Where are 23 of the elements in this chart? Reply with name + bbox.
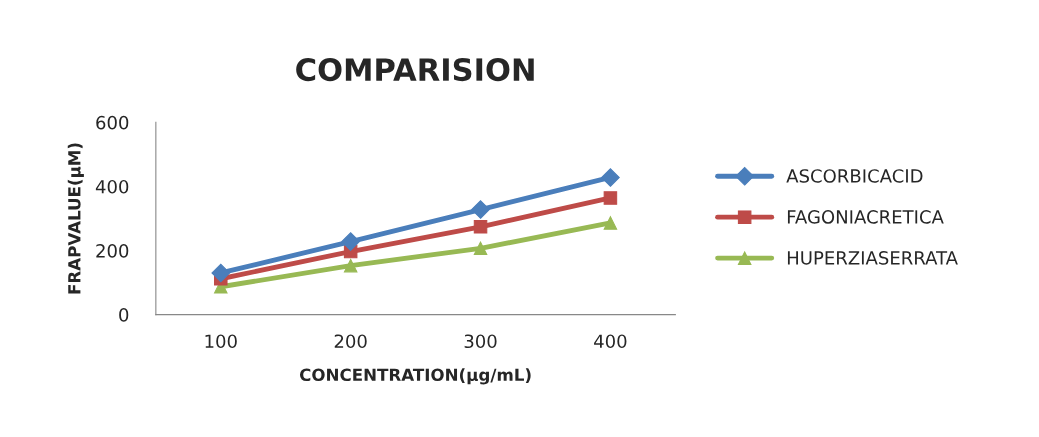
x-tick-label: 300 [464, 334, 497, 349]
x-tick-label: 200 [334, 334, 367, 349]
legend-label: FAGONIACRETICA [787, 210, 944, 224]
x-tick-label: 400 [594, 334, 627, 349]
point [471, 200, 490, 219]
chart-title: COMPARISION [296, 58, 534, 82]
point [341, 232, 361, 251]
y-tick-label: 0 [119, 308, 129, 322]
point [603, 216, 618, 230]
x-tick-label: 100 [205, 334, 237, 349]
y-tick-label: 200 [96, 244, 129, 258]
legend-label: HUPERZIASERRATA [787, 251, 958, 265]
point [343, 258, 358, 273]
y-tick-label: 400 [95, 179, 129, 194]
x-axis-title: CONCENTRATION(μg/mL) [299, 368, 531, 385]
point [473, 241, 488, 256]
point [211, 263, 231, 283]
y-tick-label: 600 [96, 115, 129, 130]
point [473, 220, 488, 234]
legend-label: ASCORBICACID [786, 169, 923, 183]
y-axis-title: FRAPVALUE(μM) [67, 143, 84, 294]
point [603, 191, 618, 205]
point [601, 168, 620, 187]
